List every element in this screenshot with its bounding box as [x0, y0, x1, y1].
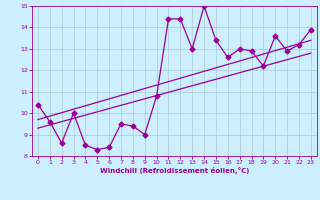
X-axis label: Windchill (Refroidissement éolien,°C): Windchill (Refroidissement éolien,°C): [100, 167, 249, 174]
